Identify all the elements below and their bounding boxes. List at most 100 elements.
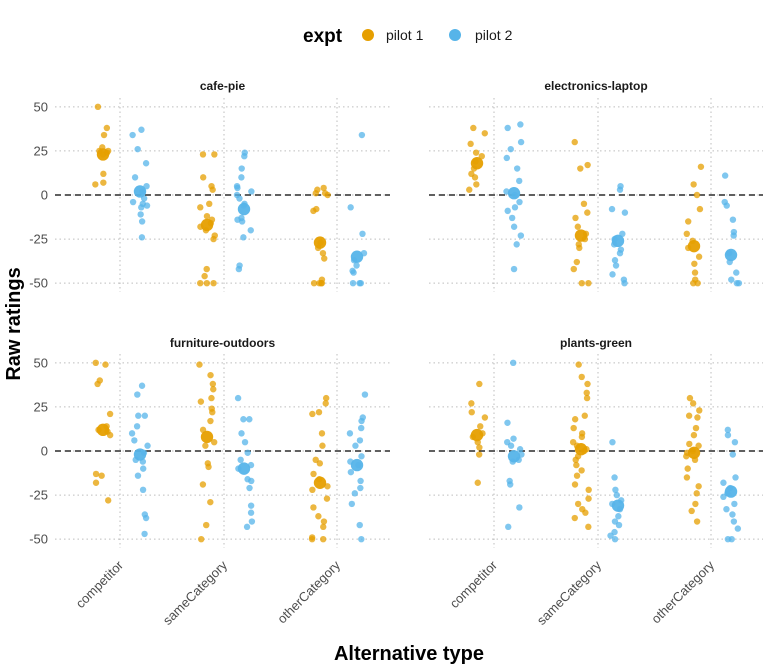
data-point-pilot-1	[582, 509, 589, 516]
data-point-pilot-2	[134, 472, 142, 479]
data-point-pilot-2	[358, 535, 365, 543]
data-point-pilot-2	[616, 186, 624, 193]
data-point-pilot-1	[94, 103, 102, 111]
data-point-pilot-2	[607, 532, 614, 539]
data-point-pilot-1	[573, 472, 581, 479]
data-point-pilot-2	[238, 174, 245, 181]
data-point-pilot-1	[103, 124, 111, 132]
data-point-pilot-2	[241, 153, 248, 160]
data-point-pilot-1	[693, 490, 700, 497]
y-tick-label: 25	[34, 143, 48, 158]
data-point-pilot-2	[504, 124, 511, 132]
panel-title: cafe-pie	[200, 79, 246, 93]
data-point-pilot-2	[724, 535, 732, 543]
data-point-pilot-1	[467, 140, 474, 148]
data-point-pilot-1	[210, 386, 217, 393]
data-point-pilot-1	[683, 453, 690, 460]
data-point-pilot-1	[208, 394, 215, 402]
data-point-pilot-1	[310, 279, 318, 287]
data-point-pilot-1	[584, 161, 591, 169]
data-point-pilot-2	[346, 430, 354, 437]
mean-point-pilot-2	[237, 462, 251, 475]
data-point-pilot-1	[197, 398, 205, 405]
data-point-pilot-2	[356, 279, 363, 287]
y-tick-label: 50	[34, 355, 48, 370]
data-point-pilot-2	[139, 486, 147, 493]
data-point-pilot-2	[358, 453, 365, 460]
panel-title: furniture-outdoors	[170, 336, 276, 350]
data-point-pilot-1	[106, 431, 114, 439]
data-point-pilot-1	[310, 207, 317, 215]
data-point-pilot-2	[734, 525, 742, 532]
data-point-pilot-2	[358, 131, 366, 139]
data-point-pilot-2	[612, 486, 619, 493]
data-point-pilot-2	[729, 216, 737, 223]
data-point-pilot-2	[621, 279, 628, 287]
data-point-pilot-1	[691, 269, 699, 276]
data-point-pilot-1	[696, 205, 704, 213]
y-tick-label: 0	[41, 188, 48, 203]
data-point-pilot-2	[141, 412, 149, 419]
data-point-pilot-1	[686, 440, 693, 448]
data-point-pilot-2	[507, 442, 515, 449]
data-point-pilot-2	[359, 230, 366, 237]
data-point-pilot-2	[615, 513, 622, 520]
data-point-pilot-2	[720, 493, 727, 501]
data-point-pilot-2	[608, 205, 616, 213]
data-point-pilot-1	[584, 380, 591, 388]
data-point-pilot-1	[310, 504, 317, 511]
data-point-pilot-1	[100, 179, 107, 186]
data-point-pilot-1	[320, 535, 327, 543]
data-point-pilot-2	[236, 195, 243, 202]
data-point-pilot-1	[209, 186, 216, 193]
data-point-pilot-1	[683, 230, 691, 237]
data-point-pilot-1	[315, 409, 323, 416]
data-point-pilot-1	[323, 495, 331, 502]
panel-furniture-outdoors: furniture-outdoors -50 -25 0 25 50 competitor s…	[29, 336, 390, 628]
data-point-pilot-1	[100, 131, 108, 139]
data-point-pilot-2	[134, 391, 141, 398]
data-point-pilot-1	[571, 416, 579, 423]
data-point-pilot-2	[735, 279, 743, 287]
data-point-pilot-2	[510, 435, 517, 442]
x-tick-label: competitor	[73, 557, 127, 611]
data-point-pilot-2	[517, 121, 524, 128]
data-point-pilot-1	[688, 507, 695, 515]
data-point-pilot-1	[201, 272, 208, 280]
data-point-pilot-2	[356, 437, 364, 444]
data-point-pilot-1	[102, 361, 109, 368]
data-point-pilot-1	[197, 279, 204, 287]
data-point-pilot-1	[312, 190, 319, 197]
data-point-pilot-1	[576, 244, 583, 252]
mean-point-pilot-2	[133, 448, 147, 461]
data-point-pilot-1	[478, 153, 485, 160]
data-point-pilot-1	[315, 513, 322, 520]
data-point-pilot-1	[205, 463, 212, 471]
data-point-pilot-1	[570, 265, 577, 273]
data-point-pilot-1	[572, 214, 579, 222]
data-point-pilot-2	[138, 204, 145, 211]
data-point-pilot-2	[724, 431, 732, 439]
data-point-pilot-2	[133, 423, 141, 430]
legend-title: expt	[303, 26, 343, 47]
data-point-pilot-2	[128, 430, 136, 437]
data-point-pilot-2	[131, 174, 139, 181]
y-tick-label: 25	[34, 399, 48, 414]
data-point-pilot-1	[319, 250, 327, 257]
data-point-pilot-2	[238, 218, 246, 225]
data-point-pilot-1	[581, 412, 588, 419]
panel-electronics-laptop: electronics-laptop	[429, 79, 763, 292]
data-point-pilot-2	[729, 451, 737, 458]
data-point-pilot-1	[106, 410, 114, 418]
data-point-pilot-1	[321, 255, 328, 262]
data-point-pilot-2	[138, 218, 146, 225]
data-point-pilot-1	[199, 174, 207, 181]
mean-point-pilot-2	[724, 248, 738, 262]
data-point-pilot-2	[247, 502, 255, 509]
data-point-pilot-2	[135, 412, 142, 419]
data-point-pilot-2	[730, 232, 737, 239]
data-point-pilot-2	[348, 500, 356, 508]
data-point-pilot-2	[720, 479, 727, 486]
data-point-pilot-2	[131, 437, 138, 444]
data-point-pilot-2	[142, 160, 150, 167]
